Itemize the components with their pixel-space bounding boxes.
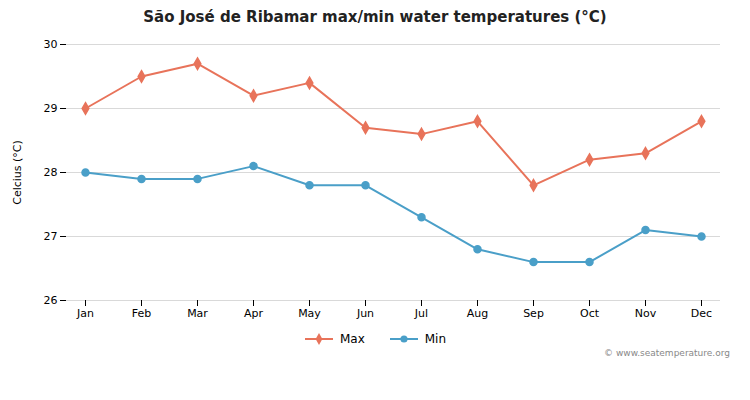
svg-text:27: 27 bbox=[44, 230, 58, 243]
svg-text:Jun: Jun bbox=[356, 307, 374, 320]
svg-text:Feb: Feb bbox=[132, 307, 151, 320]
svg-text:28: 28 bbox=[44, 166, 58, 179]
svg-text:Sep: Sep bbox=[523, 307, 544, 320]
svg-text:Dec: Dec bbox=[691, 307, 712, 320]
svg-text:Apr: Apr bbox=[244, 307, 264, 320]
svg-text:Oct: Oct bbox=[580, 307, 600, 320]
html-text:Max: Max bbox=[339, 332, 365, 346]
svg-text:26: 26 bbox=[44, 294, 58, 307]
svg-text:29: 29 bbox=[44, 102, 58, 115]
html-text:Min: Min bbox=[424, 332, 446, 346]
svg-text:Mar: Mar bbox=[187, 307, 208, 320]
svg-text:Celcius (°C): Celcius (°C) bbox=[11, 140, 24, 205]
svg-text:30: 30 bbox=[44, 38, 58, 51]
svg-text:Aug: Aug bbox=[467, 307, 488, 320]
svg-text:Nov: Nov bbox=[635, 307, 657, 320]
html-text:São José de Ribamar max/min wa: São José de Ribamar max/min water temper… bbox=[143, 8, 607, 26]
html-text:© www.seatemperature.org: © www.seatemperature.org bbox=[604, 348, 730, 358]
svg-text:Jan: Jan bbox=[76, 307, 94, 320]
svg-text:May: May bbox=[298, 307, 321, 320]
svg-text:Jul: Jul bbox=[414, 307, 428, 320]
